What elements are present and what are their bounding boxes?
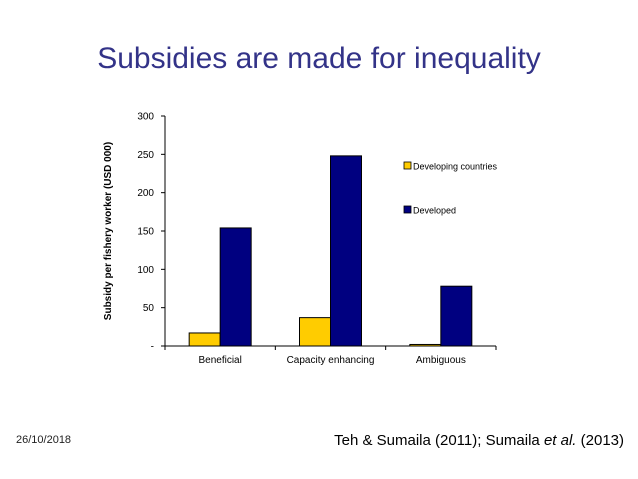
- x-axis: Beneficial Capacity enhancing Ambiguous: [164, 345, 497, 366]
- y-tick-label: 300: [137, 112, 154, 123]
- x-category-label: Beneficial: [198, 355, 241, 366]
- bar: [440, 285, 473, 347]
- y-tick-label: -: [151, 342, 154, 353]
- citation-et-al: et al.: [543, 432, 577, 449]
- legend: Developing countries Developed: [403, 161, 498, 216]
- y-tick-label: 50: [143, 303, 155, 314]
- citation: Teh & Sumaila (2011); Sumaila et al. (20…: [334, 432, 624, 449]
- y-tick-label: 250: [137, 150, 154, 161]
- legend-label: Developing countries: [413, 162, 498, 172]
- x-category-label: Capacity enhancing: [287, 355, 375, 366]
- y-tick-label: 150: [137, 227, 154, 238]
- bar: [219, 227, 252, 347]
- legend-swatch: [403, 161, 412, 170]
- legend-swatch: [403, 205, 412, 214]
- bar: [188, 332, 221, 347]
- y-axis: - 50 100 150 200 250 300: [137, 112, 166, 353]
- y-tick-label: 200: [137, 188, 154, 199]
- slide-date: 26/10/2018: [16, 434, 72, 446]
- bars: [188, 155, 473, 347]
- bar: [299, 317, 331, 347]
- y-axis-label: Subsidy per fishery worker (USD 000): [103, 142, 114, 320]
- citation-year: (2013): [576, 432, 624, 449]
- slide-title: Subsidies are made for inequality: [97, 42, 541, 75]
- legend-label: Developed: [413, 206, 456, 216]
- bar: [330, 155, 362, 347]
- x-category-label: Ambiguous: [416, 355, 466, 366]
- y-tick-label: 100: [137, 265, 154, 276]
- citation-text: Teh & Sumaila (2011); Sumaila: [334, 432, 544, 449]
